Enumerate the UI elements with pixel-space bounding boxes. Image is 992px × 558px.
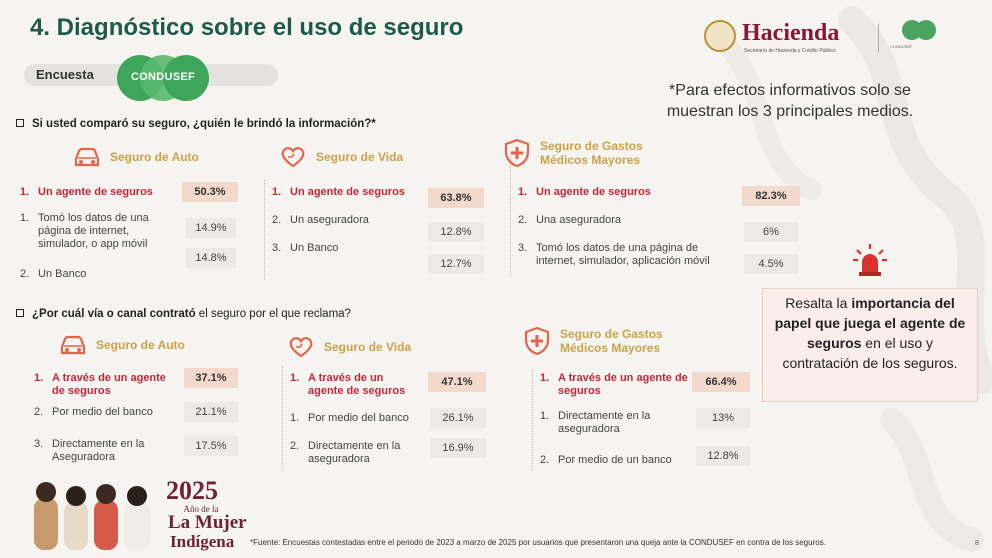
q1-vida-pct-2: 12.8%: [428, 222, 484, 242]
condusef-logo-text: CONDUSEF: [130, 71, 196, 83]
q2-auto-pct-2: 21.1%: [184, 402, 238, 422]
logo-divider: [878, 24, 879, 52]
q2-panel-gmm: Seguro de Gastos Médicos Mayores 1. A tr…: [524, 324, 760, 474]
page-title: 4. Diagnóstico sobre el uso de seguro: [30, 14, 464, 41]
q1-gmm-label: Seguro de Gastos Médicos Mayores: [540, 139, 643, 167]
page-number: 8: [975, 540, 979, 547]
checkbox-bullet-icon: [16, 309, 24, 317]
q2-gmm-pct-3: 12.8%: [696, 446, 750, 466]
checkbox-bullet-icon: [16, 119, 24, 127]
question-1-text: Si usted comparó su seguro, ¿quién le br…: [32, 118, 376, 130]
medical-shield-icon: [502, 138, 532, 168]
year-text: 2025: [166, 476, 218, 505]
q2-vida-label: Seguro de Vida: [324, 340, 412, 354]
q1-auto-pct-3: 14.8%: [186, 248, 236, 268]
q1-panel-auto: Seguro de Auto 1. Un agente de seguros 5…: [20, 142, 245, 292]
q2-panel-vida: Seguro de Vida 1. A través de un agente …: [282, 332, 500, 472]
condusef-mini-logo: [902, 20, 940, 40]
car-icon: [72, 142, 102, 172]
hacienda-name: Hacienda: [742, 20, 840, 46]
year-indigenous-woman-logo: 2025 Año de la La Mujer Indígena: [30, 470, 247, 552]
condusef-mini-text: CONDUSEF: [890, 44, 913, 49]
q2-gmm-pct-2: 13%: [696, 408, 750, 428]
q2-vida-pct-3: 16.9%: [430, 438, 486, 458]
q2-auto-pct-1: 37.1%: [184, 368, 238, 388]
question-2-text: el seguro por el que reclama?: [195, 308, 351, 320]
q1-gmm-pct-2: 6%: [744, 222, 798, 242]
encuesta-label: Encuesta: [36, 67, 94, 82]
heart-hand-icon: [286, 332, 316, 362]
car-icon: [58, 330, 88, 360]
q1-vida-label: Seguro de Vida: [316, 150, 404, 164]
year-line-2: Indígena: [170, 532, 235, 551]
q2-auto-pct-3: 17.5%: [184, 436, 238, 456]
national-seal-icon: [704, 20, 736, 52]
q1-gmm-pct-3: 4.5%: [744, 254, 798, 274]
alarm-siren-icon: [853, 244, 887, 276]
heart-hand-icon: [278, 142, 308, 172]
year-line-1: La Mujer: [168, 512, 247, 533]
q2-vida-pct-2: 26.1%: [430, 408, 486, 428]
question-1: Si usted comparó su seguro, ¿quién le br…: [16, 118, 376, 130]
q1-panel-gmm: Seguro de Gastos Médicos Mayores 1. Un a…: [504, 136, 808, 286]
q2-gmm-label: Seguro de Gastos Médicos Mayores: [560, 327, 663, 355]
q2-panel-auto: Seguro de Auto 1. A través de un agente …: [34, 330, 244, 470]
q1-panel-vida: Seguro de Vida 1. Un agente de seguros 6…: [264, 142, 492, 292]
year-subtitle: Año de la: [183, 504, 219, 514]
condusef-logo: CONDUSEF: [117, 55, 209, 101]
q1-vida-pct-3: 12.7%: [428, 254, 484, 274]
info-note: *Para efectos informativos solo se muest…: [666, 82, 914, 120]
q2-auto-label: Seguro de Auto: [96, 338, 185, 352]
q1-auto-pct-1: 50.3%: [182, 182, 238, 202]
q2-vida-pct-1: 47.1%: [428, 372, 486, 392]
hacienda-subtitle: Secretaría de Hacienda y Crédito Público: [744, 48, 836, 54]
highlight-callout: Resalta la importancia del papel que jue…: [762, 288, 978, 402]
q1-vida-pct-1: 63.8%: [428, 188, 484, 208]
source-footnote: *Fuente: Encuestas contestadas entre el …: [250, 538, 826, 547]
q1-gmm-pct-1: 82.3%: [742, 186, 800, 206]
q1-auto-label: Seguro de Auto: [110, 150, 199, 164]
medical-shield-icon: [522, 326, 552, 356]
question-2: ¿Por cuál vía o canal contrató el seguro…: [16, 308, 351, 320]
q2-gmm-pct-1: 66.4%: [692, 372, 750, 392]
indigenous-women-illustration-icon: [34, 482, 150, 550]
question-2-text-bold: ¿Por cuál vía o canal contrató: [32, 308, 196, 320]
q1-auto-pct-2: 14.9%: [186, 218, 236, 238]
